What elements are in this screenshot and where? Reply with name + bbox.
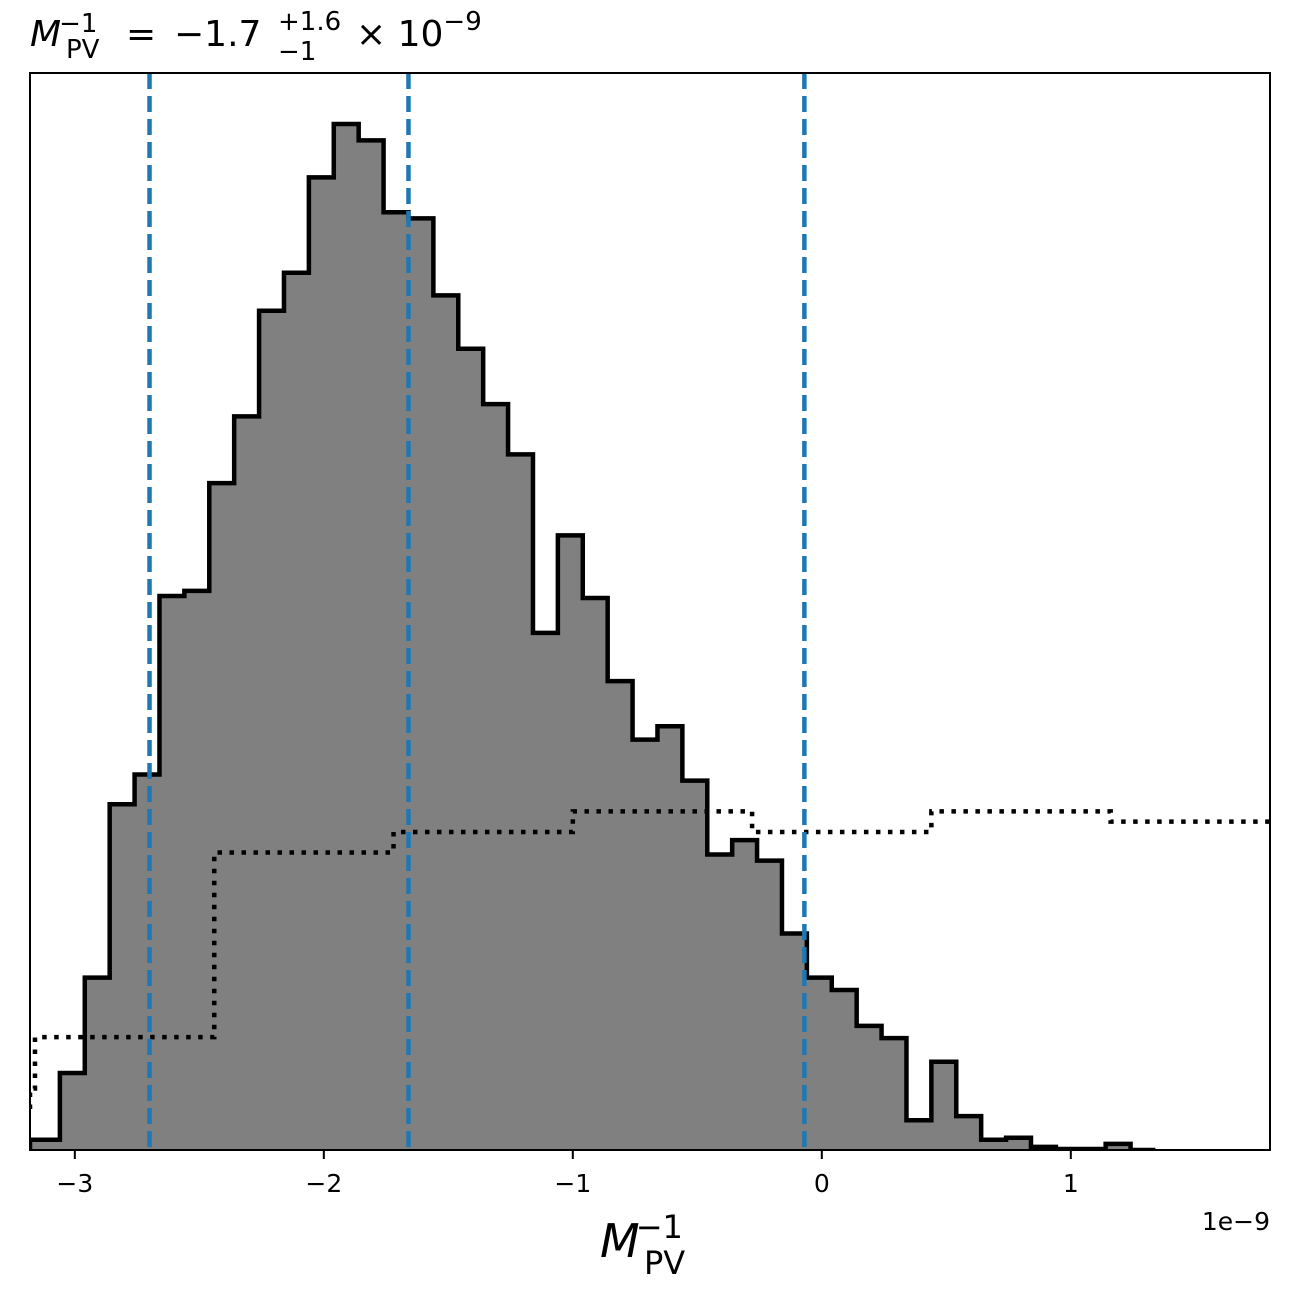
- xlabel-symbol: M: [600, 1214, 640, 1268]
- histogram-bar: [508, 454, 534, 1150]
- histogram-bar: [607, 681, 634, 1150]
- histogram-bar: [408, 218, 434, 1150]
- x-offset-label: 1e−9: [1202, 1207, 1270, 1236]
- histogram-bar: [333, 124, 360, 1150]
- histogram-bar: [906, 1120, 932, 1150]
- histogram-bar: [806, 977, 833, 1150]
- histogram-bar: [483, 404, 509, 1150]
- title-upper-error: +1.6: [278, 7, 341, 37]
- histogram-bar: [557, 535, 584, 1150]
- histogram-bar: [582, 598, 609, 1150]
- title-exponent: −9: [443, 7, 481, 37]
- histogram-bar: [732, 840, 758, 1150]
- title-equals: =: [126, 14, 156, 55]
- title-lower-error: −1: [278, 37, 316, 67]
- prior-dotted-line: [30, 809, 1270, 1109]
- histogram-bar: [931, 1061, 957, 1150]
- histogram-bar: [831, 989, 858, 1150]
- histogram-bar: [234, 416, 260, 1150]
- histogram-bar: [682, 780, 708, 1150]
- histogram-bar: [30, 1139, 61, 1150]
- histogram-bar: [259, 310, 285, 1150]
- histogram-bar: [1006, 1137, 1032, 1150]
- chart-title: M−1 PV = −1.7 +1.6 −1 × 10−9: [30, 7, 482, 67]
- histogram-bar: [184, 590, 210, 1150]
- histogram-bar: [532, 632, 559, 1150]
- x-tick-label: −2: [305, 1169, 342, 1198]
- histogram-bar: [283, 272, 310, 1150]
- x-tick-label: −3: [56, 1169, 93, 1198]
- histogram-bar: [458, 348, 484, 1150]
- histogram-bar: [358, 140, 385, 1150]
- xlabel-subscript: PV: [644, 1244, 685, 1282]
- quantile-lines: [147, 73, 807, 1150]
- histogram-bar: [209, 483, 235, 1150]
- histogram-bar: [383, 212, 410, 1150]
- histogram-bar: [84, 977, 111, 1150]
- histogram-bar: [956, 1116, 982, 1150]
- histogram-bar: [632, 739, 659, 1150]
- title-symbol: M: [30, 14, 61, 55]
- title-value: −1.7: [174, 14, 261, 55]
- x-axis-label: M−1 PV: [600, 1208, 685, 1282]
- histogram-bars: [30, 124, 1132, 1150]
- histogram-bar: [109, 804, 136, 1150]
- x-tick-label: 1: [1063, 1169, 1079, 1198]
- histogram-bar: [59, 1073, 86, 1150]
- histogram-bar: [308, 177, 335, 1150]
- histogram-bar: [856, 1025, 883, 1150]
- histogram-outline: [30, 121, 1156, 1150]
- axes-frame: [29, 72, 1271, 1151]
- histogram-bar: [707, 854, 733, 1150]
- x-tick-label: −1: [554, 1169, 591, 1198]
- plot-area: [30, 73, 1270, 1150]
- x-ticks: −3 −2 −1 0 1: [56, 1150, 1079, 1198]
- histogram-bar: [657, 726, 683, 1150]
- histogram-bar: [981, 1139, 1007, 1150]
- title-superscript: −1: [59, 9, 97, 39]
- histogram-bar: [757, 860, 783, 1150]
- histogram-bar: [881, 1038, 908, 1150]
- histogram-bar: [433, 295, 459, 1150]
- histogram-bar: [1105, 1143, 1132, 1150]
- title-subscript: PV: [66, 35, 100, 65]
- histogram-bar: [159, 595, 185, 1150]
- x-tick-label: 0: [814, 1169, 830, 1198]
- xlabel-superscript: −1: [636, 1208, 683, 1246]
- title-multiplier: × 10: [356, 14, 443, 55]
